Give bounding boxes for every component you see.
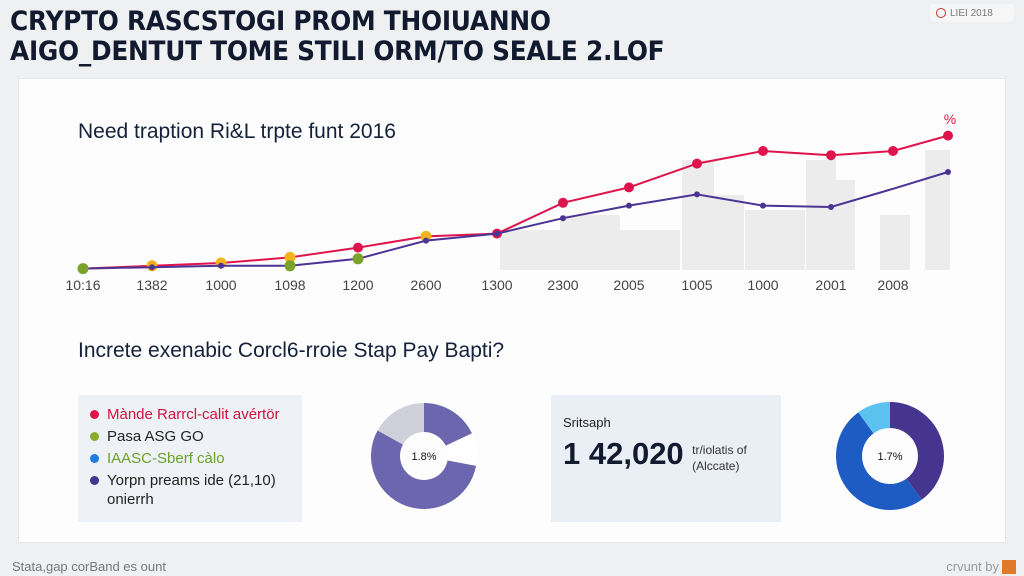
stat-unit: tr/iolatis of (Alccate) [692,442,747,474]
x-tick-label: 2001 [815,277,846,293]
legend-label: IAASC-Sberf càlo [107,450,225,467]
legend-label: Mànde Rarrcl-calit avértör [107,406,280,423]
legend-label: Yorpn preams ide (21,10) onierrh [107,472,276,508]
data-point [943,130,953,141]
x-tick-label: 1098 [274,277,305,293]
stat-value: 1 42,020 [563,436,684,471]
stat-unit-2: (Alccate) [692,459,740,473]
x-tick-label: 1300 [481,277,512,293]
skyline-building [714,195,744,270]
x-tick-label: 1200 [342,277,373,293]
legend-dot [90,432,99,441]
legend-label: Pasa ASG GO [107,428,204,445]
skyline-building [806,160,836,270]
data-point [694,191,700,198]
donut-right-slice [890,401,945,500]
x-tick-label: 1000 [747,277,778,293]
data-point [77,263,89,275]
x-tick-label: 10:16 [65,277,100,293]
legend-dot [90,476,99,485]
x-tick-label: 1005 [681,277,712,293]
x-tick-label: 1382 [136,277,167,293]
data-point [945,169,951,175]
stat-label: Sritsaph [563,415,611,430]
donut-left-slice [424,403,472,446]
year-badge: LIEI 2018 [930,4,1014,22]
skyline-building [500,230,560,270]
brand-logo-icon [1002,559,1016,574]
data-point [560,215,566,222]
skyline-building [620,230,680,270]
legend-dot [90,410,99,419]
data-point [423,237,429,244]
data-point [826,150,836,161]
footer-credit: crvunt by [946,559,1016,574]
series-line-purple [82,171,949,270]
data-point [218,262,224,269]
badge-text: LIEI 2018 [950,7,993,19]
skyline-building [835,180,855,270]
chart-title: Need traption Ri&L trpte funt 2016 [78,120,396,143]
data-point [284,260,296,272]
donut-left-slice [377,403,424,445]
data-point [692,158,702,169]
title-line-2: AIGO_DENTUT TOME STILI ORM/TO SEALE 2.LO… [10,36,665,67]
donut-left-slice [371,430,477,509]
skyline-building [925,150,950,270]
donut-right-slice [836,412,922,510]
x-tick-label: 2005 [613,277,644,293]
data-point [149,264,155,271]
legend-dot [90,454,99,463]
donut-left-slice [445,433,478,466]
data-point [758,146,768,156]
data-point [558,197,568,208]
donut-right-slice [858,402,890,434]
section-heading: Increte exenabic Corcl6-rroie Stap Pay B… [78,339,505,362]
data-point [624,182,634,193]
series-line-red [82,134,949,270]
data-point [352,253,364,265]
x-tick-label: 2008 [877,277,908,293]
data-point [494,230,500,237]
x-tick-label: 2600 [410,277,441,293]
skyline-building [682,160,714,270]
logo-icon [936,8,946,18]
footer-source: Stata,gap corBand es ount [12,559,166,574]
legend-item: Pasa ASG GO [90,427,290,446]
skyline-building [745,210,805,270]
data-point [284,251,296,263]
legend-item: Yorpn preams ide (21,10) onierrh [90,471,290,509]
stat-box: Sritsaph 1 42,020 tr/iolatis of (Alccate) [551,395,781,522]
data-point [420,230,432,242]
data-point [353,242,363,253]
skyline-building [880,215,910,270]
x-tick-label: 2300 [547,277,578,293]
data-point [626,202,632,209]
data-point [760,202,766,209]
footer-credit-text: crvunt by [946,559,999,574]
donut-left-label: 1.8% [411,451,436,463]
stat-unit-1: tr/iolatis of [692,443,747,457]
title-line-1: CRYPTO RASCSTOGI PROM THOIUANNO [10,6,551,37]
x-tick-label: 1000 [205,277,236,293]
chart-annotation: % [944,111,956,127]
skyline-building [560,215,620,270]
legend-item: Mànde Rarrcl-calit avértör [90,405,290,424]
donut-right-label: 1.7% [877,451,902,463]
legend: Mànde Rarrcl-calit avértör Pasa ASG GO IAA… [78,395,302,522]
data-point [888,146,898,156]
legend-item: IAASC-Sberf càlo [90,449,290,468]
data-point [828,204,834,210]
